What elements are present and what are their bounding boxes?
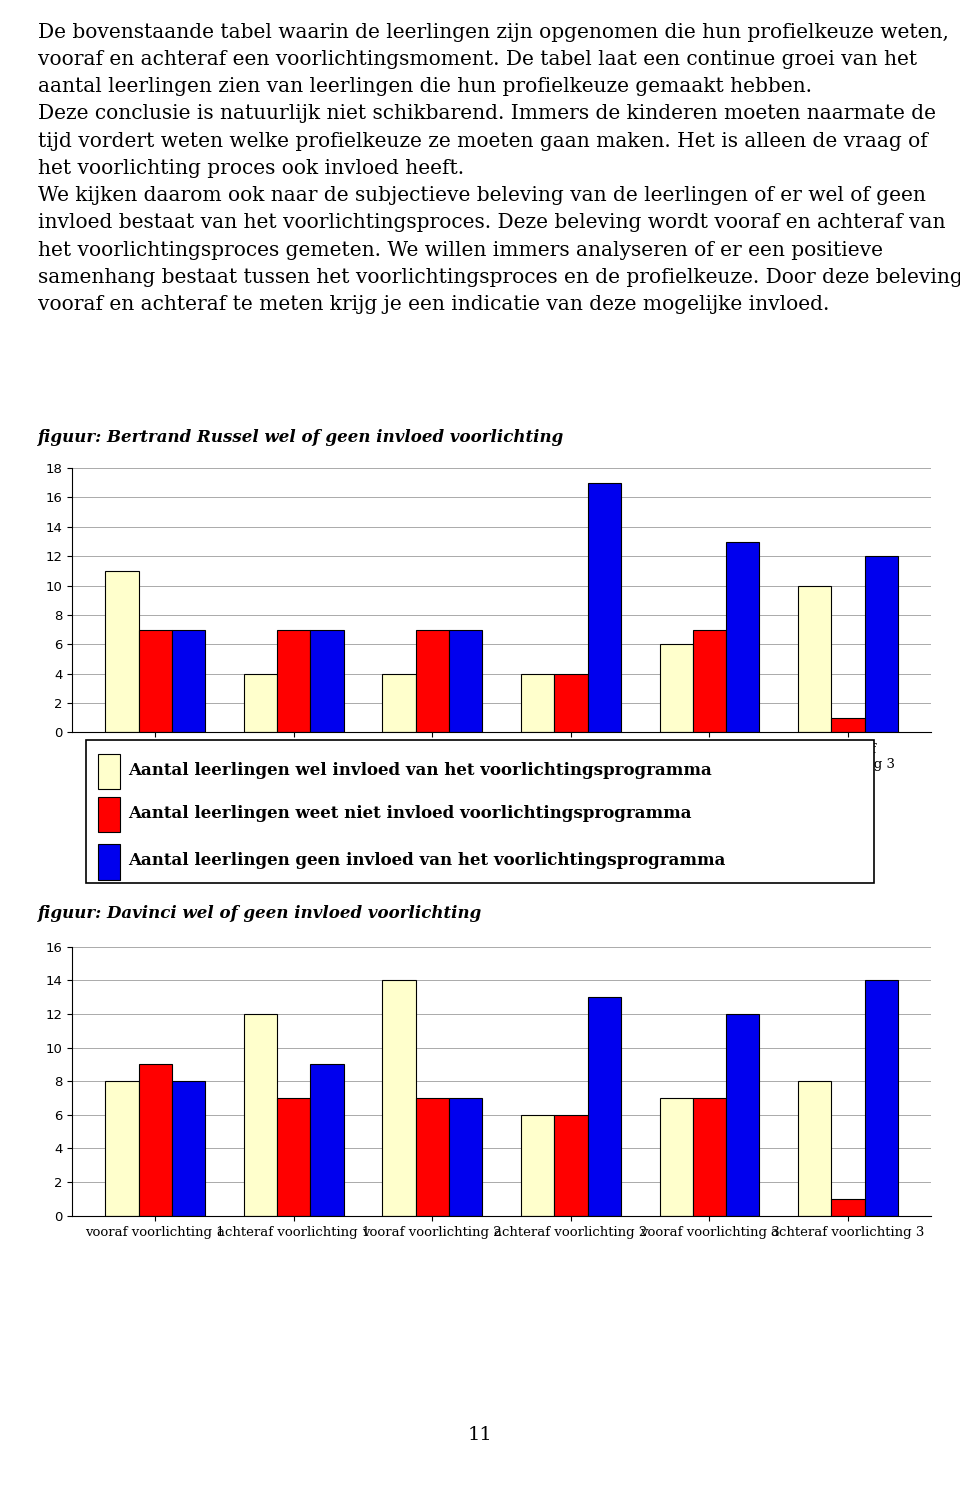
Text: 11: 11 <box>468 1425 492 1444</box>
Bar <box>416 1098 449 1216</box>
Bar <box>98 797 120 832</box>
Bar <box>172 630 205 732</box>
Text: figuur: Bertrand Russel wel of geen invloed voorlichting: figuur: Bertrand Russel wel of geen invl… <box>38 429 564 447</box>
Bar <box>554 1114 588 1216</box>
Bar <box>521 1114 554 1216</box>
Bar <box>693 1098 726 1216</box>
Bar <box>277 630 310 732</box>
Bar <box>554 673 588 732</box>
Bar <box>865 980 898 1216</box>
Text: Aantal leerlingen wel invloed van het voorlichtingsprogramma: Aantal leerlingen wel invloed van het vo… <box>128 761 712 779</box>
Bar <box>726 542 759 732</box>
Bar <box>244 673 277 732</box>
Bar <box>172 1081 205 1216</box>
Bar <box>831 717 865 732</box>
Bar <box>138 630 172 732</box>
Text: De bovenstaande tabel waarin de leerlingen zijn opgenomen die hun profielkeuze w: De bovenstaande tabel waarin de leerling… <box>38 23 960 314</box>
Bar <box>106 571 138 732</box>
Bar <box>588 483 621 732</box>
Bar <box>310 630 344 732</box>
Bar <box>798 1081 831 1216</box>
Bar <box>277 1098 310 1216</box>
Bar <box>106 1081 138 1216</box>
Bar <box>382 980 416 1216</box>
Bar <box>98 844 120 880</box>
Text: Aantal leerlingen geen invloed van het voorlichtingsprogramma: Aantal leerlingen geen invloed van het v… <box>128 852 726 868</box>
Bar <box>449 630 482 732</box>
Bar <box>138 1065 172 1216</box>
Bar <box>726 1015 759 1216</box>
Bar <box>416 630 449 732</box>
Bar <box>588 997 621 1216</box>
Bar <box>798 586 831 732</box>
Bar <box>660 1098 693 1216</box>
Bar <box>382 673 416 732</box>
Bar <box>244 1015 277 1216</box>
Bar <box>831 1199 865 1216</box>
Bar <box>310 1065 344 1216</box>
Bar <box>693 630 726 732</box>
Bar <box>521 673 554 732</box>
Bar <box>660 645 693 732</box>
Bar <box>98 753 120 790</box>
Bar <box>865 556 898 732</box>
Text: Aantal leerlingen weet niet invloed voorlichtingsprogramma: Aantal leerlingen weet niet invloed voor… <box>128 805 691 821</box>
Text: figuur: Davinci wel of geen invloed voorlichting: figuur: Davinci wel of geen invloed voor… <box>38 904 483 923</box>
Bar <box>449 1098 482 1216</box>
